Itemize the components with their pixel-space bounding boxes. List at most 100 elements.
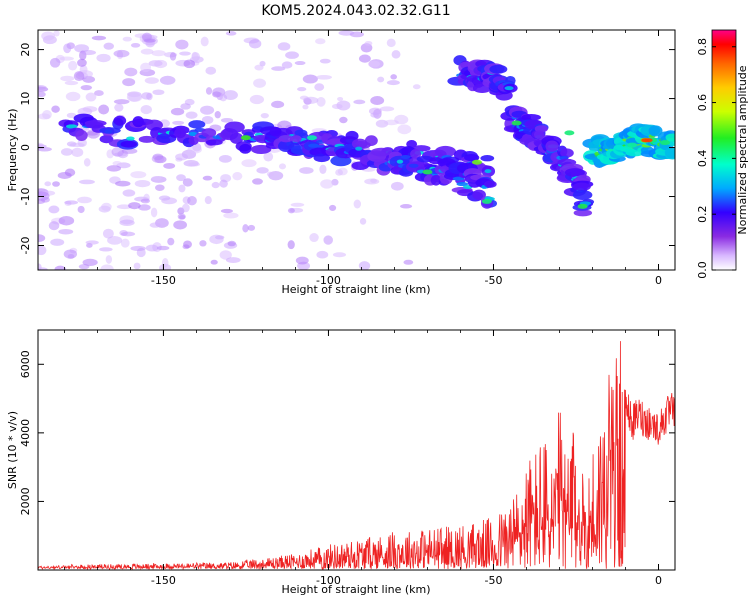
heatmap-cell: [187, 145, 202, 154]
heatmap-cell: [315, 38, 326, 45]
heatmap-cell: [219, 179, 228, 188]
snr-y-tick-label: 6000: [19, 350, 32, 378]
heatmap-cell: [223, 212, 239, 219]
heatmap-cell: [249, 94, 265, 105]
heatmap-cell: [248, 39, 262, 49]
heatmap-cell: [394, 114, 409, 125]
snr-ticks: -150 -100 -50 0 2000 4000 6000: [19, 330, 675, 587]
heatmap-cell: [660, 140, 671, 146]
heatmap-cell: [227, 240, 236, 247]
spectrogram-frame: [37, 29, 676, 271]
heatmap-cell: [329, 204, 337, 212]
heatmap-cell: [391, 50, 401, 59]
heatmap-cell: [178, 184, 186, 193]
heatmap-cell: [521, 113, 542, 121]
heatmap-cell: [403, 259, 414, 265]
heatmap-cell: [201, 116, 214, 125]
snr-x-tick-label: -150: [151, 574, 176, 587]
heatmap-cell: [240, 135, 251, 141]
heatmap-cell: [85, 92, 97, 102]
heatmap-cell: [138, 204, 151, 211]
heatmap-cell: [188, 162, 201, 167]
heatmap-cell: [94, 90, 104, 97]
heatmap-cell: [278, 163, 287, 170]
heatmap-cell: [396, 159, 404, 164]
heatmap-cell: [359, 217, 367, 225]
heatmap-cell: [187, 196, 197, 206]
heatmap-cell: [471, 159, 482, 165]
heatmap-cell: [290, 202, 305, 207]
heatmap-cell: [266, 171, 274, 177]
heatmap-cell: [141, 32, 152, 42]
heatmap-cell: [351, 138, 368, 149]
heatmap-cell: [152, 89, 165, 96]
heatmap-cell: [102, 228, 114, 239]
snr-x-axis-label: Height of straight line (km): [281, 583, 430, 596]
heatmap-cell: [50, 238, 65, 246]
heatmap-cell: [205, 66, 217, 75]
heatmap-cell: [232, 172, 243, 181]
heatmap-cell: [177, 213, 186, 220]
heatmap-cell: [140, 48, 154, 55]
heatmap-cell: [252, 178, 263, 185]
heatmap-cells: [38, 30, 675, 270]
heatmap-cell: [38, 91, 46, 98]
heatmap-cell: [205, 87, 213, 95]
spectrogram-y-tick-label: 20: [19, 43, 32, 57]
heatmap-cell: [308, 143, 320, 148]
heatmap-cell: [138, 135, 155, 143]
heatmap-cell: [183, 240, 192, 249]
heatmap-cell: [77, 58, 87, 67]
heatmap-cell: [664, 147, 675, 159]
heatmap-cell: [302, 74, 318, 84]
heatmap-cell: [377, 76, 385, 83]
colorbar-ticks: 0.0 0.2 0.4 0.6 0.8: [696, 38, 736, 279]
heatmap-cell: [573, 209, 593, 217]
snr-y-tick-label: 4000: [19, 419, 32, 447]
heatmap-cell: [122, 36, 132, 42]
spectrogram-y-axis-label: Frequency (Hz): [6, 109, 19, 192]
heatmap-cell: [78, 179, 95, 185]
heatmap-cell: [511, 120, 522, 126]
heatmap-cell: [114, 103, 124, 112]
heatmap-cell: [48, 205, 60, 214]
heatmap-cell: [60, 75, 75, 82]
heatmap-cell: [271, 66, 286, 71]
snr-y-tick-label: 2000: [19, 487, 32, 515]
snr-x-tick-label: 0: [655, 574, 662, 587]
heatmap-cell: [313, 153, 331, 163]
heatmap-cell: [163, 162, 176, 169]
heatmap-cell: [65, 124, 78, 129]
heatmap-cell: [130, 42, 141, 48]
heatmap-cell: [120, 140, 138, 148]
heatmap-cell: [220, 117, 234, 123]
heatmap-cell: [113, 49, 130, 58]
heatmap-cell: [332, 252, 347, 258]
heatmap-cell: [204, 196, 212, 205]
heatmap-cell: [368, 107, 382, 115]
heatmap-cell: [170, 107, 185, 116]
heatmap-cell: [353, 99, 366, 105]
heatmap-cell: [64, 80, 79, 86]
heatmap-cell: [128, 93, 143, 102]
heatmap-cell: [155, 184, 165, 192]
heatmap-cell: [299, 167, 314, 174]
spectrogram-x-tick-label: -100: [316, 274, 341, 287]
heatmap-cell: [294, 61, 306, 66]
heatmap-cell: [400, 154, 411, 159]
heatmap-cell: [225, 31, 237, 36]
heatmap-cell: [80, 84, 93, 91]
colorbar-tick-label: 0.6: [696, 94, 709, 112]
heatmap-cell: [370, 147, 393, 157]
colorbar: 0.0 0.2 0.4 0.6 0.8 Normalized spectral ampl…: [696, 29, 749, 279]
heatmap-cell: [390, 181, 404, 191]
heatmap-cell: [665, 133, 675, 142]
heatmap-cell: [199, 240, 207, 247]
heatmap-cell: [278, 134, 294, 143]
heatmap-cell: [648, 125, 663, 137]
heatmap-cell: [386, 38, 396, 48]
heatmap-cell: [113, 99, 130, 105]
heatmap-cell: [151, 154, 165, 163]
heatmap-cell: [644, 138, 653, 143]
